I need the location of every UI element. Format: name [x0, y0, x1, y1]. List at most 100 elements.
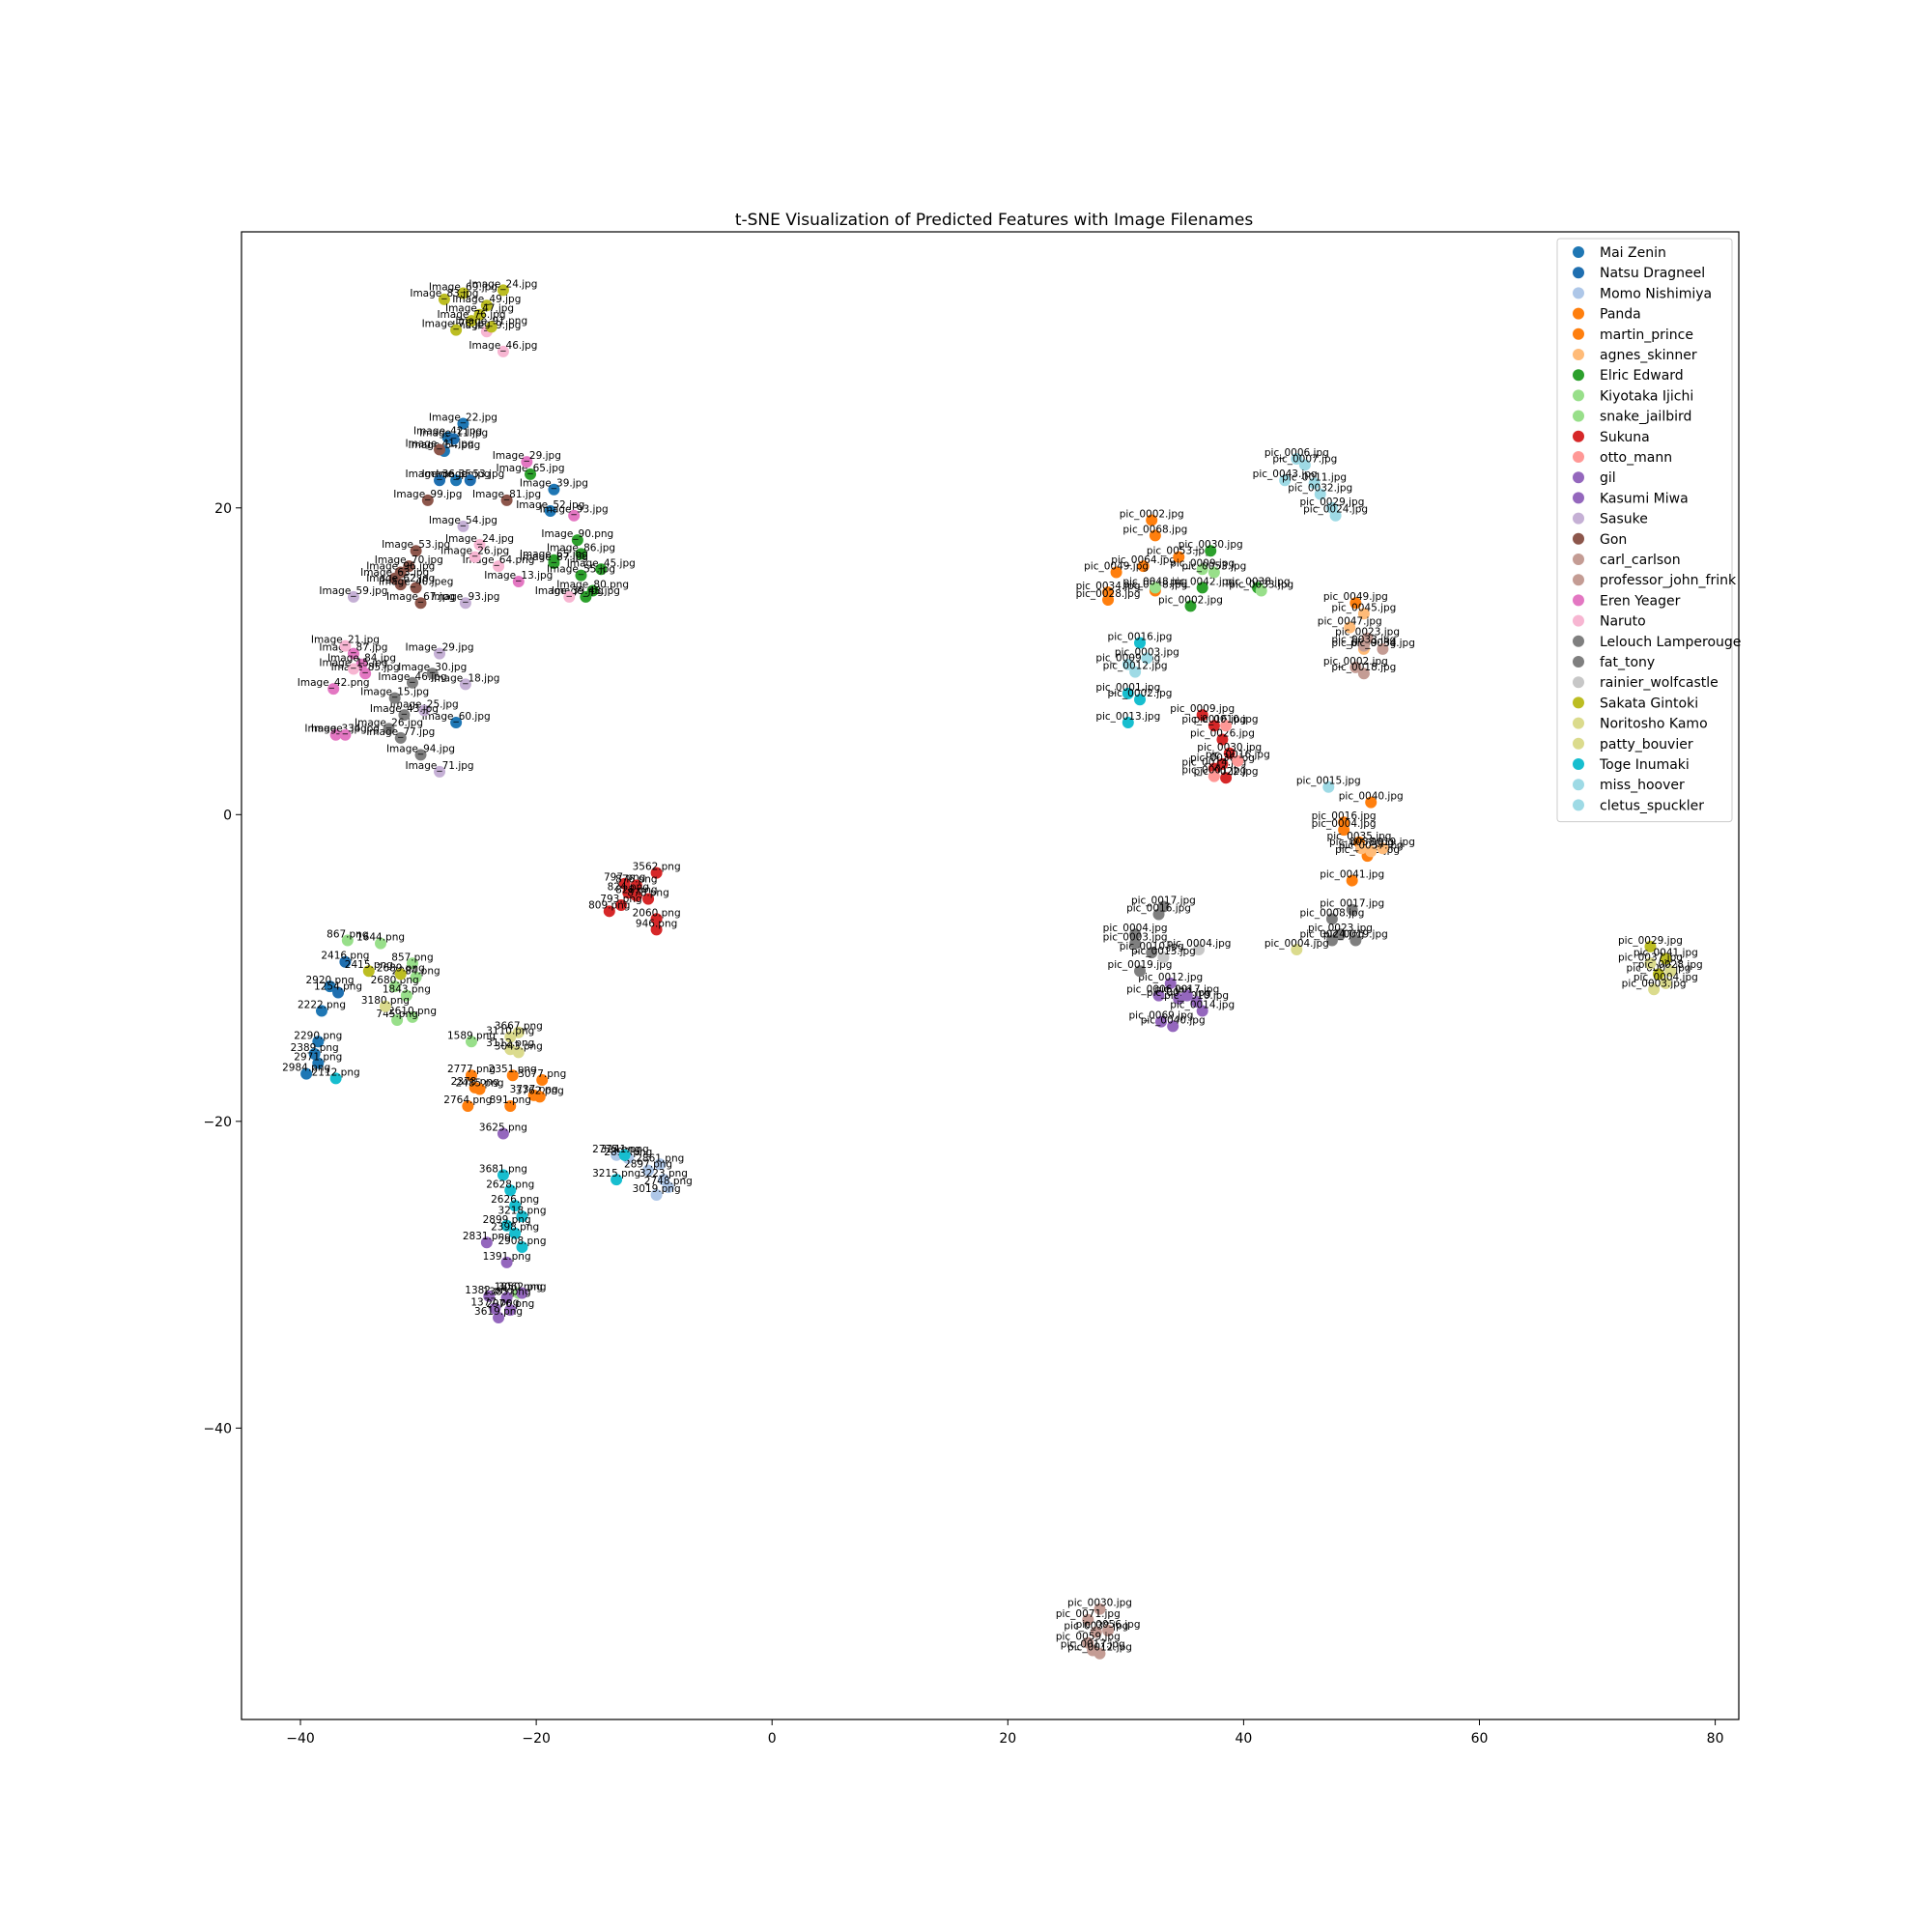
axes-layer: −40 −20 0 20 40 60 80 −40 −20 0 20: [203, 501, 1723, 1747]
data-point: [406, 1010, 418, 1023]
data-point: [406, 957, 418, 970]
point-label: Image_62.jpg: [366, 573, 435, 584]
point-label: 3667.png: [495, 1021, 543, 1033]
point-label: Image_47.jpg: [445, 303, 514, 315]
point-label: pic_0037.jpg: [1618, 952, 1683, 963]
chart-title: t-SNE Visualization of Predicted Feature…: [735, 211, 1254, 230]
point-label: pic_0042.jpg: [1170, 576, 1235, 587]
data-point: [1090, 1626, 1102, 1638]
data-point: [347, 647, 359, 660]
data-point: [603, 905, 615, 918]
data-point: [403, 560, 415, 573]
point-label: Image_99.jpg: [393, 489, 462, 500]
point-label: pic_0068.jpg: [1122, 524, 1187, 535]
point-label: pic_0004.jpg: [1634, 972, 1698, 983]
point-label: pic_0041.jpg: [1634, 948, 1698, 959]
data-point: [339, 728, 352, 741]
point-label: pic_0030.jpg: [1067, 1598, 1132, 1609]
point-label: pic_0006.jpg: [1264, 447, 1329, 459]
legend-marker: [1573, 512, 1584, 525]
point-label: 867.png: [327, 928, 368, 940]
legend-marker: [1573, 307, 1584, 320]
data-point: [473, 1083, 486, 1095]
legend-marker: [1573, 410, 1584, 422]
y-tick-label: −40: [203, 1421, 232, 1436]
point-label: pic_0008.jpg: [1299, 907, 1364, 919]
legend-label: otto_mann: [1600, 450, 1672, 466]
data-point: [1322, 781, 1335, 793]
point-label: Image_76.jpg: [437, 309, 505, 321]
data-point: [504, 1099, 517, 1112]
point-label: 3241.png: [601, 1144, 649, 1155]
point-label: Image_81.jpg: [472, 489, 541, 500]
data-point: [394, 579, 407, 591]
legend-label: gil: [1600, 470, 1616, 486]
point-label: 3737.png: [510, 1084, 558, 1095]
point-label: 876.png: [615, 873, 657, 885]
data-point: [580, 590, 592, 603]
data-point: [618, 877, 631, 890]
legend-label: Naruto: [1600, 614, 1646, 630]
data-point: [1146, 514, 1158, 526]
data-point: [483, 1290, 496, 1302]
data-point: [459, 597, 471, 610]
point-label: 3625.png: [479, 1122, 527, 1134]
point-label: 2416.png: [321, 951, 369, 962]
data-point: [1082, 1613, 1094, 1626]
point-label: 1391.png: [483, 1251, 531, 1263]
data-point: [315, 1005, 327, 1017]
point-label: pic_0009.jpg: [1170, 557, 1235, 569]
data-point: [1220, 772, 1233, 784]
data-point: [406, 676, 418, 689]
data-point: [1660, 952, 1672, 965]
x-tick-label: 80: [1707, 1731, 1724, 1747]
series-5: pic_0045.jpgpic_0047.jpgpic_0059.jpgpic_…: [1318, 602, 1415, 858]
point-label: pic_0010.jpg: [1164, 990, 1229, 1002]
data-point: [469, 551, 481, 563]
point-label: pic_0037.jpg: [1339, 839, 1404, 851]
series-25: 2112.png 3681.png 2628.png 2626.png3218.png…: [312, 631, 1172, 1254]
point-label: Image_42.png: [298, 677, 370, 689]
point-label: 1843.png: [383, 984, 431, 996]
legend-label: Gon: [1600, 532, 1627, 548]
legend-marker: [1573, 532, 1584, 545]
x-tick-label: −40: [286, 1731, 315, 1747]
data-point: [1365, 796, 1378, 809]
point-label: pic_0024.jpg: [1299, 928, 1364, 940]
data-point: [1157, 951, 1170, 963]
data-point: [462, 1099, 474, 1112]
series-16: pic_0033.jpgpic_0034.jpgpic_0002.jpgpic_…: [1056, 635, 1415, 1660]
data-point: [1180, 989, 1193, 1002]
data-point: [630, 879, 642, 892]
point-label: Image_41.jpg: [405, 438, 473, 449]
data-point: [450, 717, 463, 729]
point-label: Image_49.jpg: [452, 294, 521, 305]
point-label: pic_0002.jpg: [1120, 508, 1184, 520]
data-point: [1094, 1647, 1106, 1660]
data-point: [497, 284, 509, 297]
data-point: [1196, 563, 1208, 576]
data-point: [568, 509, 581, 522]
point-label: pic_0034.jpg: [1350, 638, 1415, 649]
point-label: pic_0045.jpg: [1331, 602, 1396, 613]
data-point: [493, 560, 505, 573]
point-label: Image_71.jpg: [405, 760, 473, 772]
data-point: [1190, 995, 1203, 1008]
point-label: Image_3.jpg: [304, 724, 366, 735]
legend-label: cletus_spuckler: [1600, 798, 1704, 813]
data-point: [521, 456, 533, 469]
point-label: pic_0032.jpg: [1288, 482, 1352, 494]
data-point: [457, 287, 469, 299]
point-label: 2764.png: [443, 1094, 492, 1106]
data-point: [1325, 913, 1338, 925]
data-point: [465, 1069, 477, 1082]
legend-marker: [1573, 656, 1584, 668]
data-point: [459, 678, 471, 691]
point-label: pic_0014.jpg: [1181, 757, 1246, 769]
point-label: 3110.png: [486, 1026, 534, 1037]
legend-label: Noritosho Kamo: [1600, 717, 1708, 732]
point-label: 824.png: [608, 881, 649, 893]
data-point: [504, 1304, 517, 1317]
legend-label: Mai Zenin: [1600, 245, 1666, 261]
